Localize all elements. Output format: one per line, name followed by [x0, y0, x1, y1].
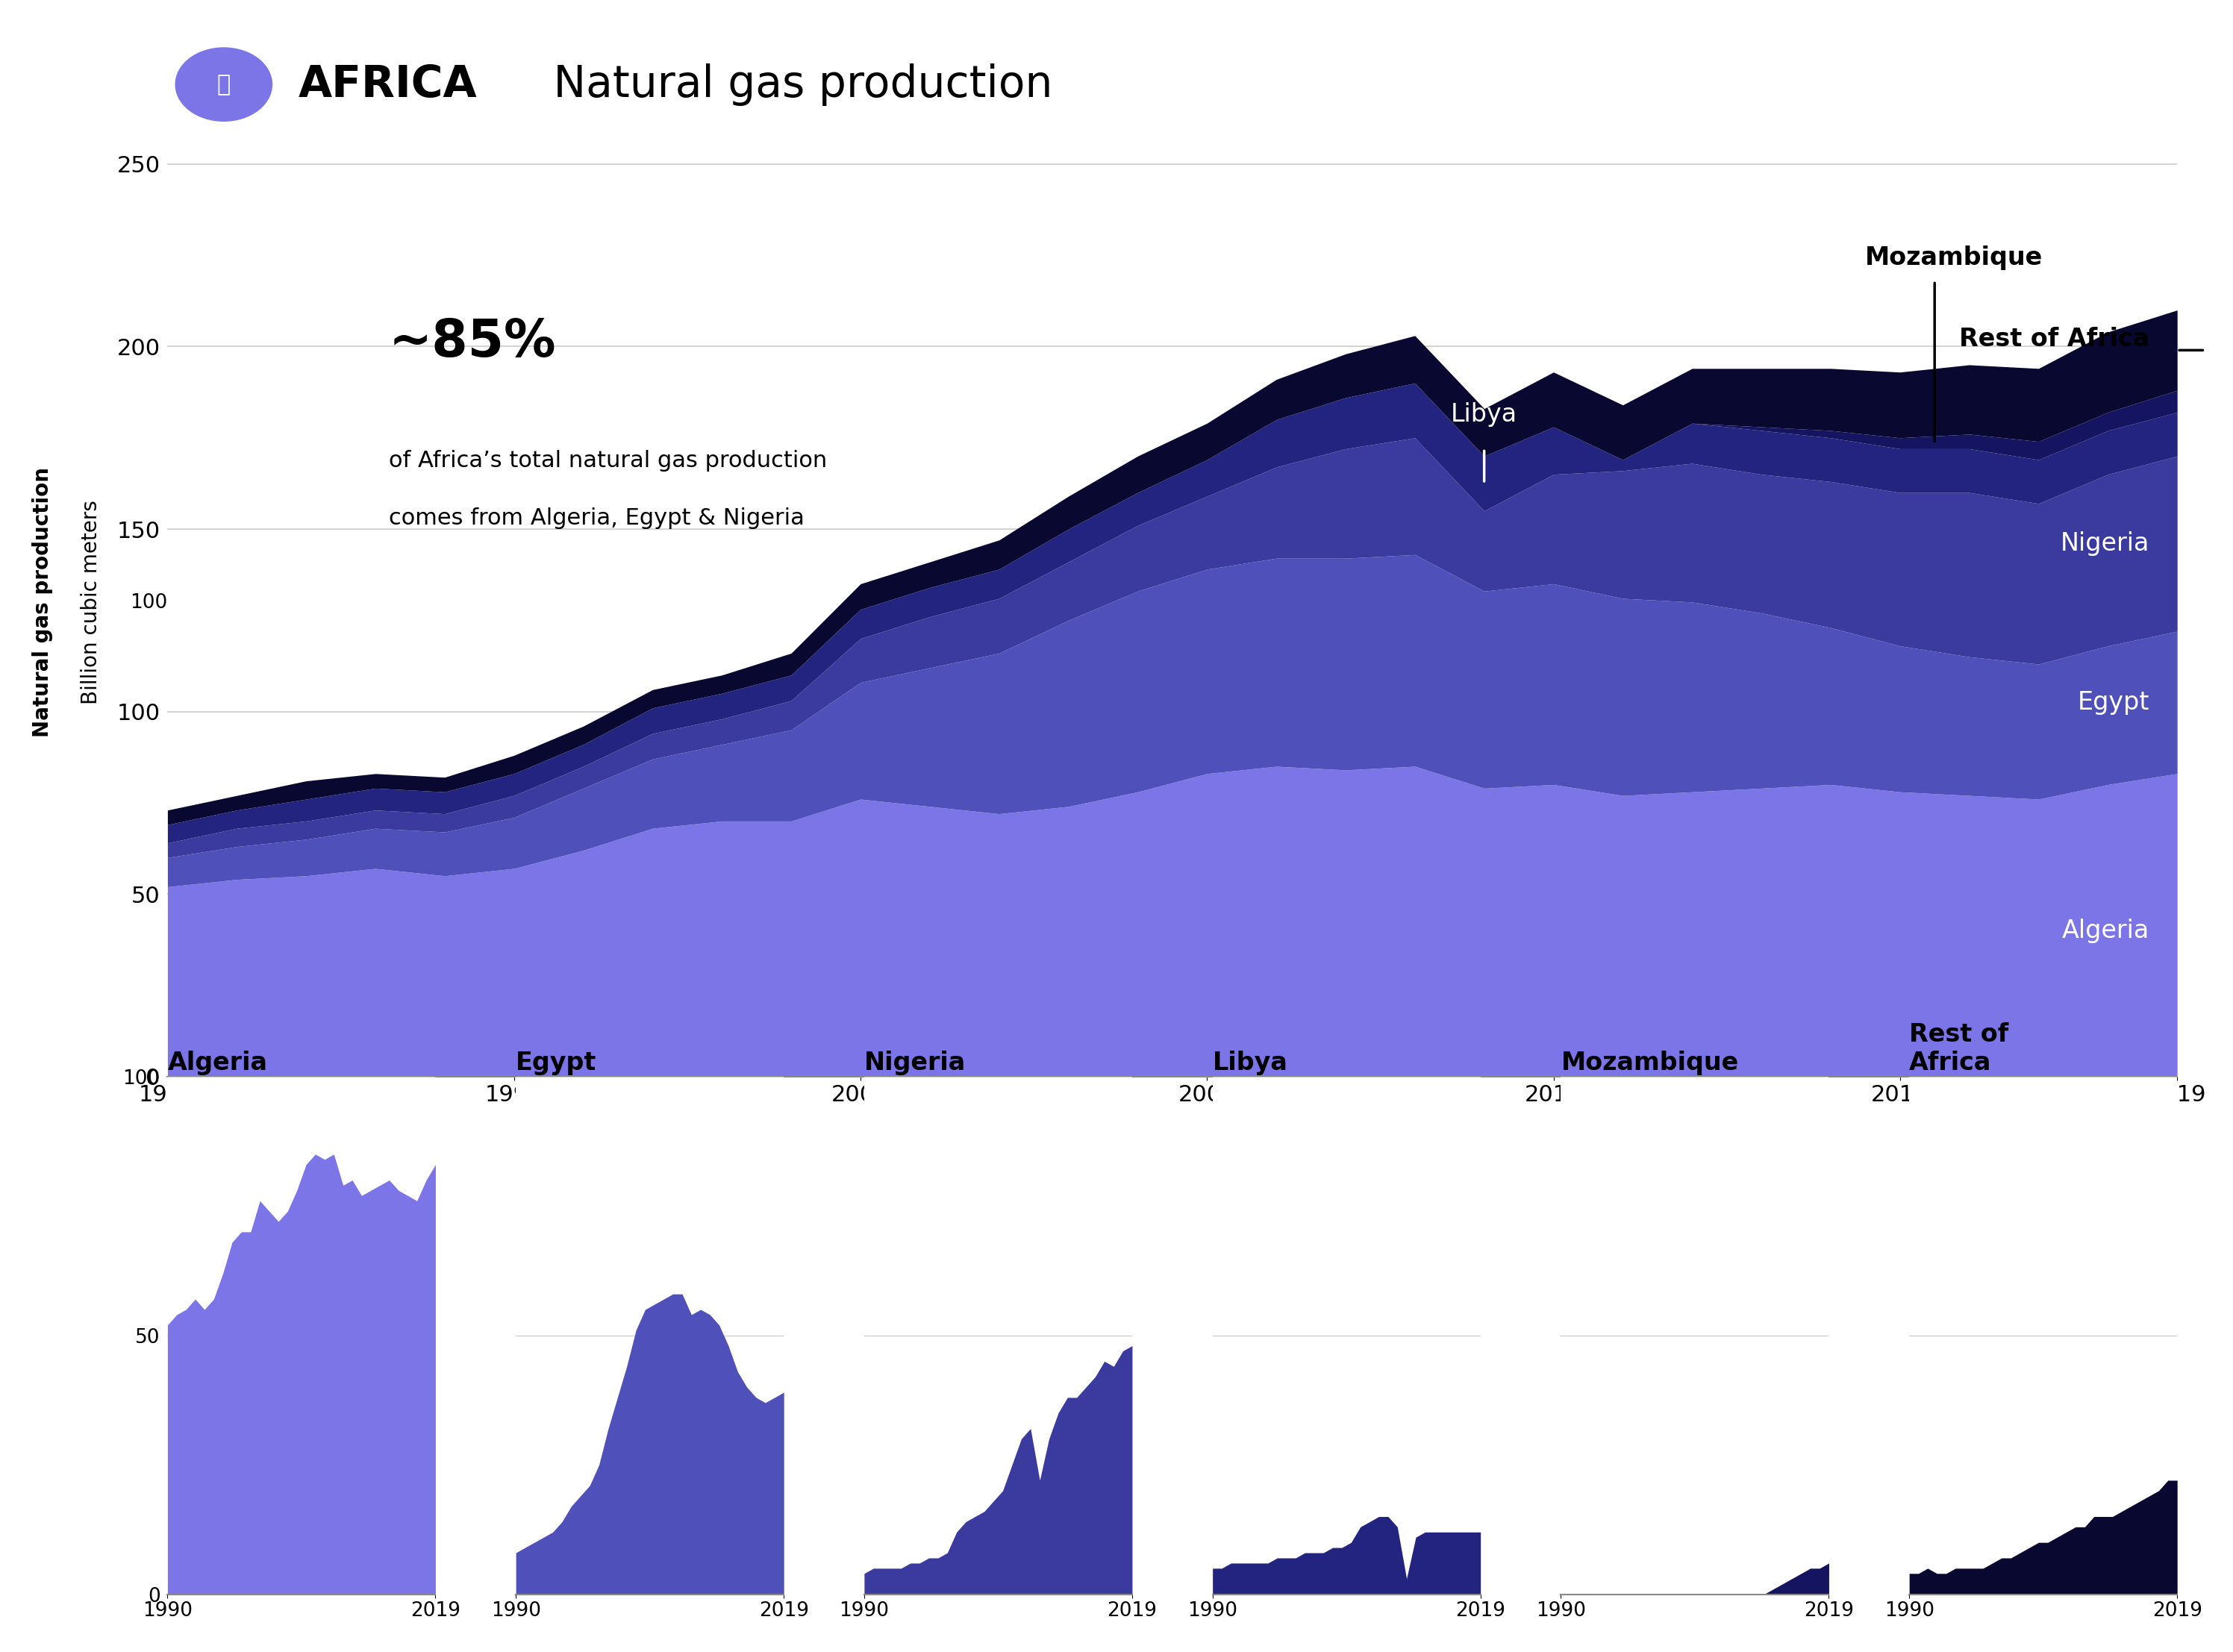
Text: Natural gas production: Natural gas production — [33, 468, 54, 737]
Text: Nigeria: Nigeria — [864, 1051, 967, 1075]
Text: :  — [217, 74, 230, 96]
Text: Rest of
Africa: Rest of Africa — [1909, 1023, 2010, 1075]
Text: Rest of Africa: Rest of Africa — [1958, 327, 2150, 352]
Ellipse shape — [176, 48, 272, 121]
Text: of Africa’s total natural gas production: of Africa’s total natural gas production — [389, 451, 826, 472]
Text: Nigeria: Nigeria — [2061, 532, 2150, 557]
Text: 100: 100 — [130, 593, 167, 613]
Text: ~85%: ~85% — [389, 317, 556, 367]
Text: Natural gas production: Natural gas production — [540, 63, 1052, 106]
Text: Libya: Libya — [1213, 1051, 1288, 1075]
Text: Libya: Libya — [1451, 401, 1518, 426]
Text: Egypt: Egypt — [516, 1051, 596, 1075]
Text: Mozambique: Mozambique — [1865, 244, 2043, 269]
Text: Mozambique: Mozambique — [1561, 1051, 1740, 1075]
Text: Algeria: Algeria — [2061, 919, 2150, 943]
Text: Egypt: Egypt — [2077, 691, 2150, 715]
Text: AFRICA: AFRICA — [299, 63, 478, 106]
Text: Algeria: Algeria — [167, 1051, 268, 1075]
Text: Billion cubic meters: Billion cubic meters — [80, 501, 100, 704]
Text: comes from Algeria, Egypt & Nigeria: comes from Algeria, Egypt & Nigeria — [389, 507, 804, 529]
